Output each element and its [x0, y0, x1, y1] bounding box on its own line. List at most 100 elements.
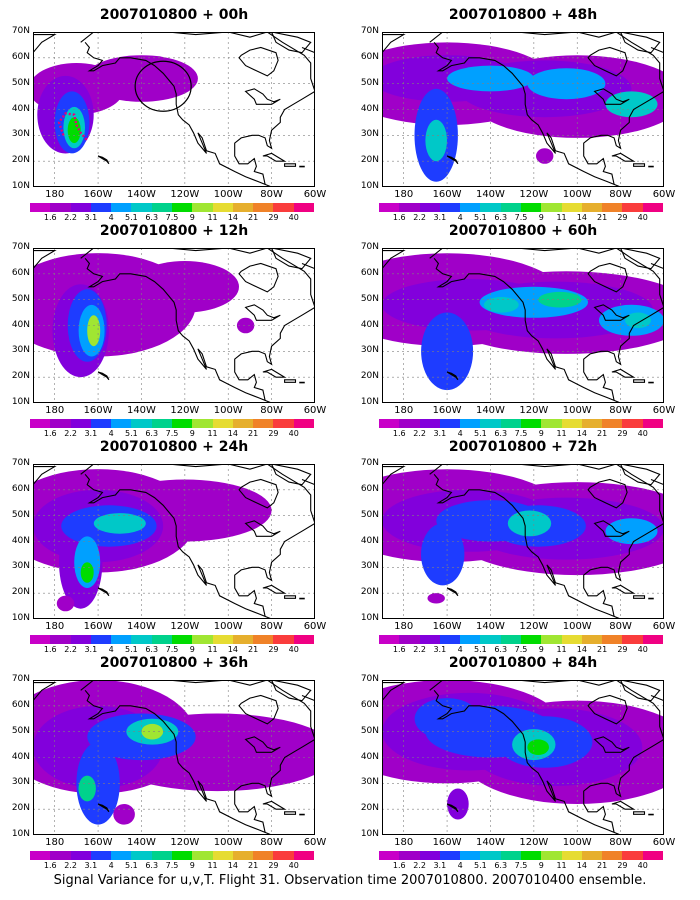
colorbar-label: 1.6 [43, 645, 57, 654]
coastline [238, 46, 279, 77]
lon-tick-label: 140W [475, 621, 505, 632]
lat-tick-label: 40N [11, 535, 30, 546]
colorbar-label: 3.1 [433, 861, 447, 870]
variance-contour [605, 518, 658, 545]
variance-contour [87, 315, 101, 347]
colorbar-label: 4 [108, 429, 114, 438]
lat-tick-label: 60N [11, 483, 30, 494]
colorbar-swatch [111, 203, 132, 212]
colorbar-swatch [622, 635, 643, 644]
colorbar-label: 1.6 [43, 429, 57, 438]
lon-tick-label: 80W [260, 189, 283, 200]
variance-map-72h [382, 464, 664, 619]
observation-region-circle [134, 60, 192, 112]
panel-title: 2007010800 + 00h [99, 7, 249, 23]
lat-tick-label: 10N [360, 397, 379, 407]
lon-tick-label: 140W [126, 837, 156, 848]
coastline [289, 248, 315, 270]
colorbar-label: 3.1 [84, 645, 98, 654]
lon-tick-label: 140W [126, 189, 156, 200]
colorbar-label: 7.5 [165, 213, 179, 222]
colorbar-swatch [439, 635, 461, 644]
coastline [238, 694, 279, 725]
colorbar-swatch [642, 419, 663, 428]
lat-tick-label: 20N [11, 155, 30, 166]
colorbar-swatch [561, 635, 582, 644]
colorbar-swatch [70, 419, 91, 428]
colorbar-swatch [541, 635, 562, 644]
lon-tick-label: 100W [213, 837, 243, 848]
lon-tick-label: 60W [652, 621, 676, 632]
colorbar-label: 5.1 [125, 645, 138, 654]
colorbar-label: 21 [597, 861, 608, 870]
coastline [33, 466, 57, 486]
colorbar-label: 40 [288, 645, 299, 654]
panel-title: 2007010800 + 36h [99, 655, 249, 671]
panel-title: 2007010800 + 84h [448, 655, 598, 671]
coastline [262, 800, 287, 810]
colorbar-swatch [602, 419, 623, 428]
lon-tick-label: 180 [394, 189, 414, 200]
coastline [271, 680, 312, 702]
colorbar-label: 40 [637, 213, 648, 222]
colorbar-swatch [439, 419, 461, 428]
coastline [97, 371, 110, 381]
colorbar-label: 7.5 [165, 645, 179, 654]
colorbar-swatch [293, 419, 314, 428]
colorbar-swatch [602, 851, 623, 860]
variance-contour [80, 562, 94, 583]
colorbar-label: 40 [288, 861, 299, 870]
coastline [648, 381, 654, 384]
lat-tick-label: 40N [360, 319, 379, 330]
lat-tick-label: 70N [11, 242, 30, 252]
lon-tick-label: 180 [394, 837, 414, 848]
colorbar-label: 40 [637, 429, 648, 438]
colorbar-label: 5.1 [125, 429, 138, 438]
variance-contour [625, 312, 651, 329]
coastline [80, 248, 315, 403]
lat-tick-label: 20N [360, 803, 379, 814]
colorbar-label: 14 [576, 429, 587, 438]
lon-tick-label: 180 [45, 837, 65, 848]
lon-tick-label: 160W [83, 837, 113, 848]
flight-track [57, 112, 89, 142]
coastline [284, 595, 297, 599]
colorbar-swatch [520, 203, 542, 212]
colorbar-swatch [293, 203, 314, 212]
colorbar-swatch [602, 203, 623, 212]
colorbar-swatch [581, 851, 603, 860]
colorbar-swatch [399, 203, 420, 212]
coastline [289, 464, 315, 486]
lon-tick-label: 60W [652, 837, 676, 848]
colorbar-label: 5.1 [474, 429, 487, 438]
coastline [33, 250, 57, 270]
lat-tick-label: 30N [360, 777, 379, 788]
lon-tick-label: 80W [260, 405, 283, 416]
colorbar-label: 29 [268, 429, 279, 438]
coastline [633, 379, 646, 383]
colorbar-swatch [460, 419, 481, 428]
lat-tick-label: 50N [11, 77, 30, 88]
colorbar-label: 1.6 [392, 645, 406, 654]
colorbar-swatch [541, 419, 562, 428]
coastline [289, 680, 315, 702]
colorbar-swatch [131, 419, 152, 428]
colorbar-swatch [399, 851, 420, 860]
colorbar-swatch [50, 635, 71, 644]
colorbar-swatch [212, 635, 233, 644]
colorbar-label: 9 [189, 645, 195, 654]
colorbar-label: 11 [556, 645, 567, 654]
coastline [648, 597, 654, 600]
colorbar-swatch [602, 635, 623, 644]
map-frame [382, 680, 664, 835]
colorbar-swatch [622, 419, 643, 428]
lat-tick-label: 60N [360, 483, 379, 494]
colorbar-label: 6.3 [494, 429, 508, 438]
colorbar-swatch [273, 203, 294, 212]
coastline [382, 34, 406, 54]
colorbar-swatch [151, 419, 172, 428]
coastline [299, 165, 305, 168]
colorbar-swatch [379, 851, 400, 860]
lon-tick-label: 100W [213, 405, 243, 416]
variance-map-36h [33, 680, 315, 835]
